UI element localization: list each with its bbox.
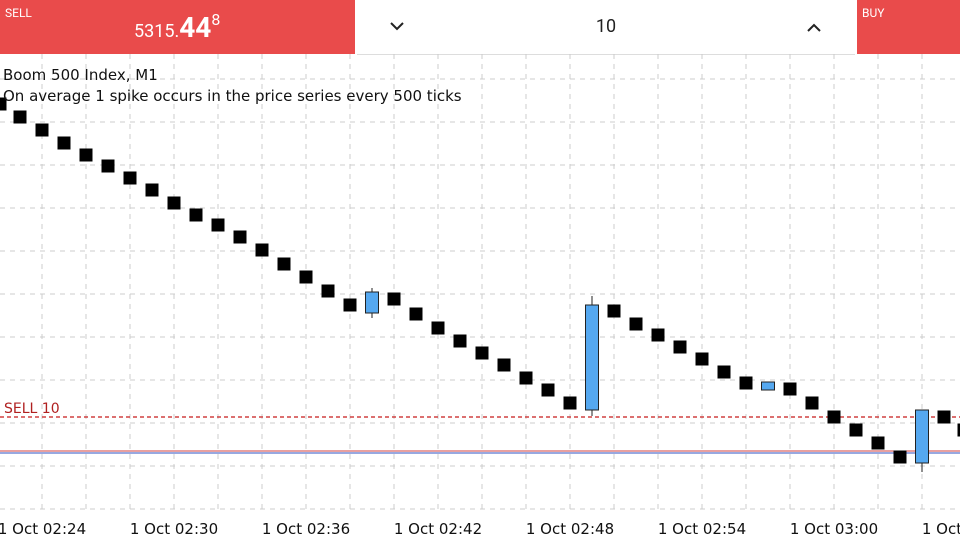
candle	[673, 340, 687, 354]
decrease-button[interactable]	[390, 22, 404, 31]
candle	[849, 423, 863, 437]
time-label: 1 Oct 02:24	[0, 520, 86, 538]
candle	[563, 396, 577, 410]
candle	[717, 365, 731, 379]
candle	[783, 382, 797, 396]
candle	[57, 136, 71, 150]
time-label: 1 Oct 03:06	[922, 520, 960, 538]
candle	[277, 257, 291, 271]
candle	[629, 317, 643, 331]
chart: Boom 500 Index, M1 On average 1 spike oc…	[0, 54, 960, 538]
candle	[695, 352, 709, 366]
candle	[101, 159, 115, 173]
time-label: 1 Oct 02:54	[658, 520, 746, 538]
sell-button[interactable]: SELL 5315.448	[0, 0, 355, 54]
candle-body	[585, 304, 599, 411]
candle	[123, 171, 137, 185]
candle	[343, 298, 357, 312]
candle	[145, 183, 159, 197]
buy-button[interactable]: BUY	[857, 0, 960, 54]
price-main: 5315.	[134, 21, 180, 42]
candle	[453, 334, 467, 348]
candle	[651, 328, 665, 342]
candle	[475, 346, 489, 360]
candle	[233, 230, 247, 244]
increase-button[interactable]	[807, 23, 821, 32]
candle	[35, 123, 49, 137]
price-big: 44	[179, 11, 212, 44]
candle	[541, 383, 555, 397]
grid	[0, 54, 960, 514]
sell-price: 5315.448	[134, 10, 220, 44]
time-label: 1 Oct 02:42	[394, 520, 482, 538]
sell-label: SELL	[5, 6, 32, 20]
buy-label: BUY	[862, 6, 885, 20]
candle	[827, 410, 841, 424]
candle	[79, 148, 93, 162]
candle	[431, 321, 445, 335]
time-label: 1 Oct 03:00	[790, 520, 878, 538]
candle	[167, 196, 181, 210]
candle	[957, 423, 960, 437]
candle	[321, 284, 335, 298]
time-label: 1 Oct 02:36	[262, 520, 350, 538]
order-label: SELL 10	[4, 401, 60, 417]
time-axis: 1 Oct 02:24 1 Oct 02:30 1 Oct 02:36 1 Oct 0…	[0, 520, 960, 538]
candle	[387, 292, 401, 306]
chart-subtitle: On average 1 spike occurs in the price s…	[3, 87, 462, 105]
candle	[497, 358, 511, 372]
volume-value[interactable]: 10	[595, 16, 617, 37]
candle	[13, 110, 27, 124]
candle-body	[365, 291, 379, 314]
candle	[519, 371, 533, 385]
candle	[739, 376, 753, 390]
volume-control: 10	[357, 0, 855, 55]
time-label: 1 Oct 02:30	[130, 520, 218, 538]
candle	[893, 450, 907, 464]
candle	[189, 208, 203, 222]
candle	[805, 396, 819, 410]
candles	[0, 97, 960, 472]
candle	[937, 410, 951, 424]
candle	[409, 307, 423, 321]
chart-title: Boom 500 Index, M1	[3, 66, 158, 84]
candle	[607, 304, 621, 318]
candle	[255, 243, 269, 257]
candle	[0, 97, 7, 111]
candle	[299, 270, 313, 284]
volume-icons	[390, 22, 821, 32]
time-label: 1 Oct 02:48	[526, 520, 614, 538]
candle-body	[761, 381, 775, 391]
price-sup: 8	[211, 10, 221, 29]
candle-body	[915, 409, 929, 464]
candle	[211, 218, 225, 232]
candle	[871, 436, 885, 450]
